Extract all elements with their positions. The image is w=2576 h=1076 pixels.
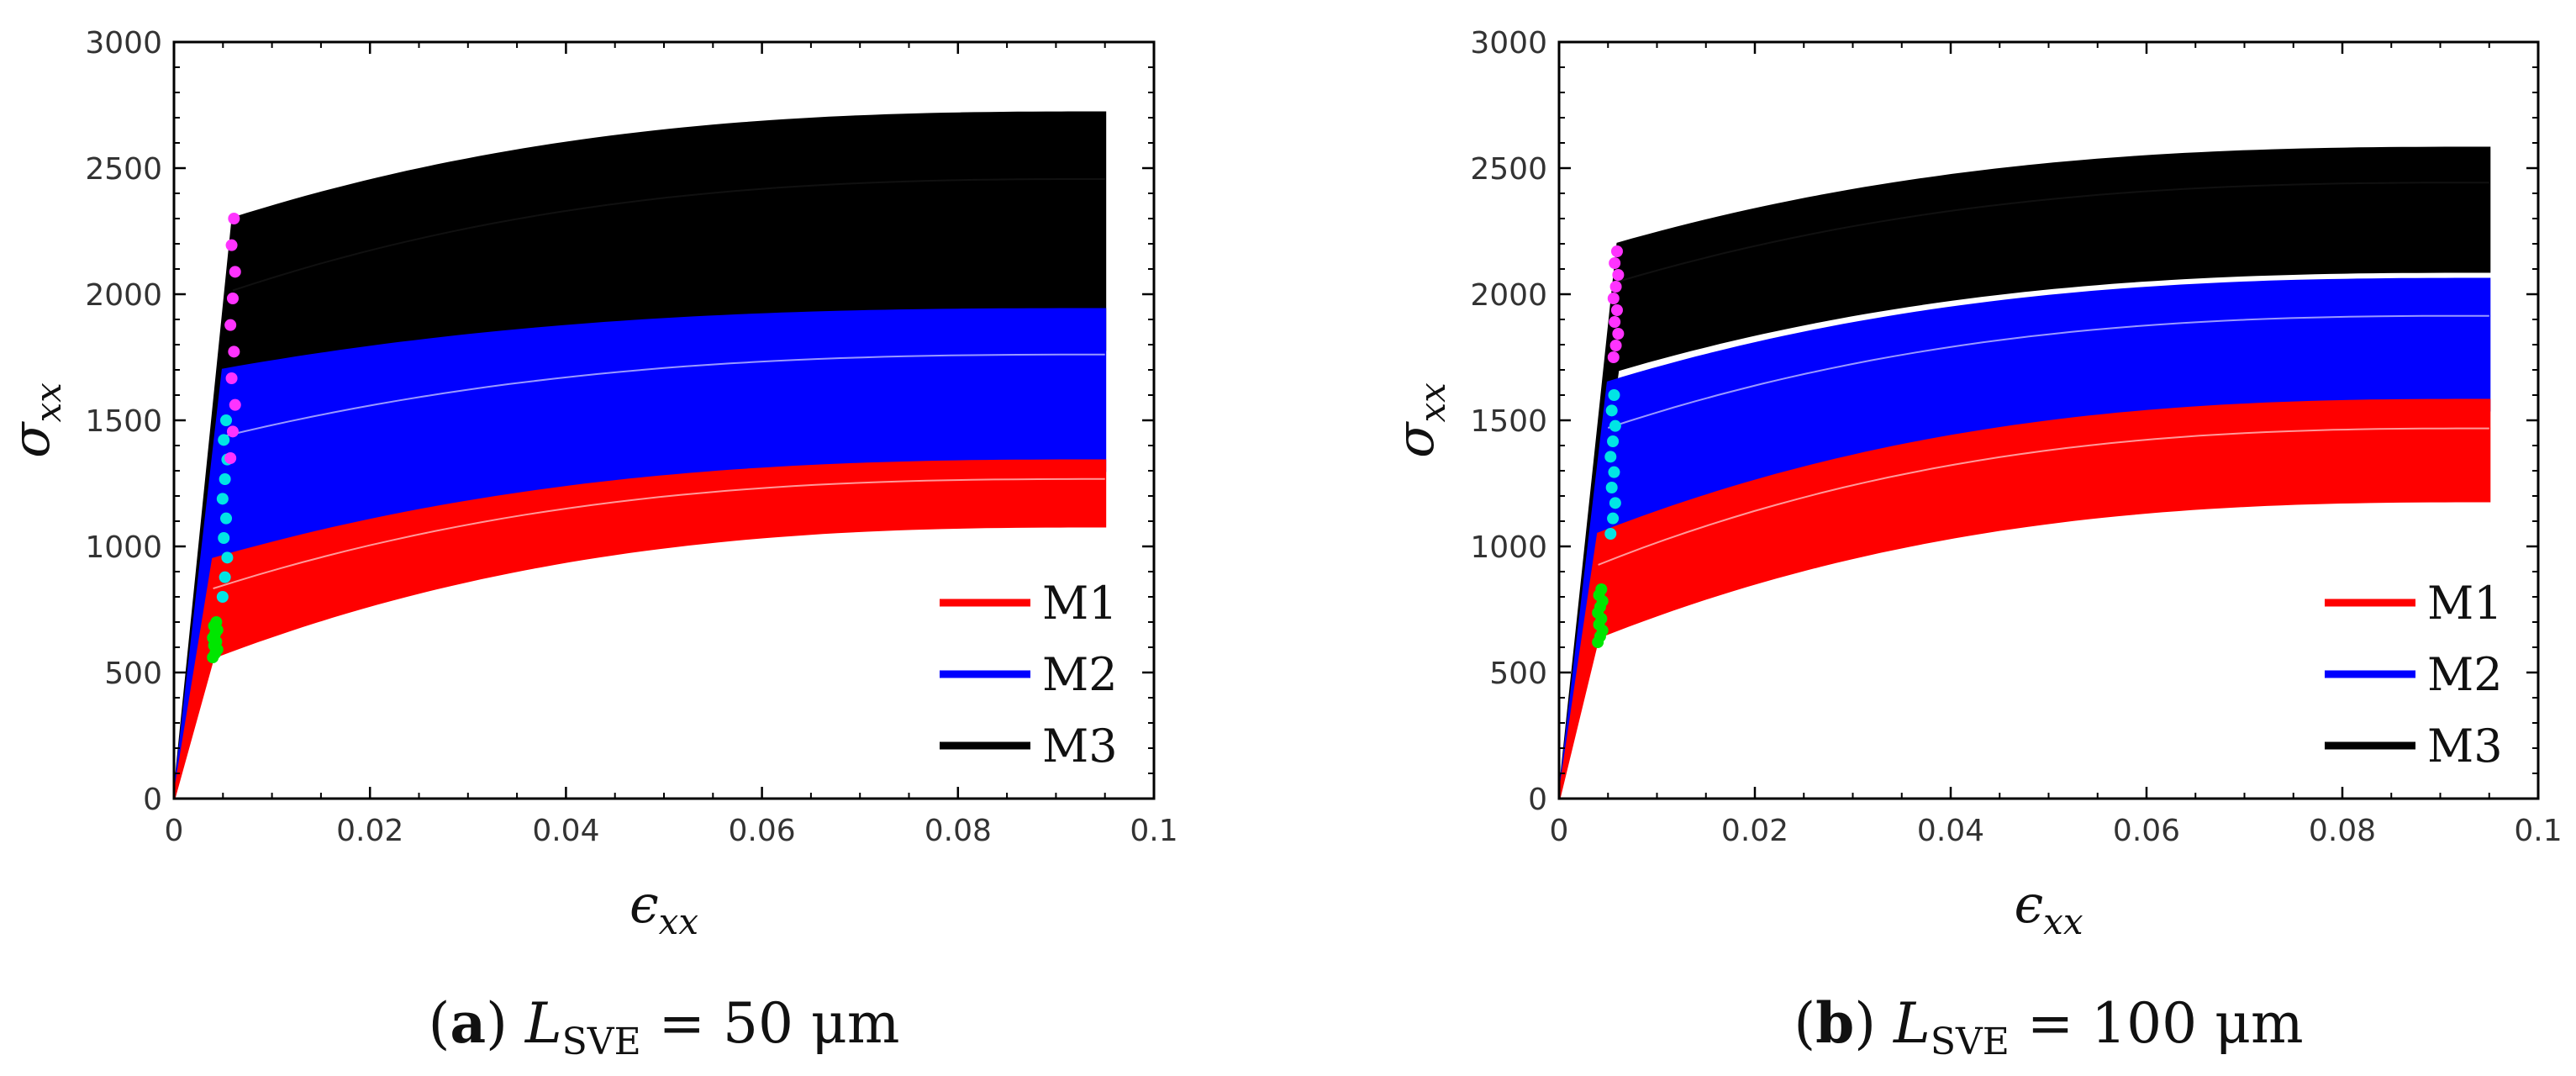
y-tick-label: 0: [1528, 783, 1547, 817]
x-tick-label: 0.1: [1130, 814, 1177, 848]
series-line-m3: [232, 178, 1105, 292]
yield-marker: [229, 266, 241, 278]
series-line-m3: [1617, 182, 2489, 282]
legend-label-m3: M3: [1042, 720, 1118, 773]
yield-marker: [1607, 512, 1620, 525]
x-tick-label: 0.08: [925, 814, 992, 848]
x-tick-label: 0: [165, 814, 184, 848]
y-tick-label: 2000: [1470, 278, 1547, 313]
panel-caption: (a) LSVE = 50 μm: [429, 990, 900, 1063]
x-tick-label: 0.02: [1721, 814, 1788, 848]
yield-marker: [1595, 583, 1608, 595]
yield-marker: [210, 616, 223, 628]
yield-marker: [1607, 435, 1620, 447]
yield-marker: [1604, 528, 1617, 540]
yield-marker: [224, 452, 237, 464]
yield-marker: [1609, 257, 1621, 269]
y-tick-label: 500: [1489, 657, 1547, 691]
series-band-m3: [1557, 146, 2491, 799]
yield-marker: [1608, 389, 1620, 401]
yield-marker: [1605, 482, 1618, 493]
y-tick-label: 2000: [85, 278, 162, 313]
y-tick-label: 1500: [1470, 404, 1547, 439]
yield-marker: [1609, 419, 1621, 432]
x-tick-label: 0.04: [1917, 814, 1984, 848]
panel-b: 0 0.02 0.04 0.06 0.08 0.1 0 500 1000 1500 2000 2500…: [1384, 26, 2563, 1063]
yield-marker: [225, 239, 238, 251]
yield-marker: [216, 591, 229, 603]
yield-marker: [1610, 304, 1623, 316]
x-tick-label: 0.08: [2309, 814, 2376, 848]
yield-marker: [225, 372, 238, 384]
yield-marker: [228, 345, 240, 358]
y-tick-label: 1000: [1470, 530, 1547, 565]
legend-label-m1: M1: [1042, 577, 1118, 630]
y-tick-label: 1000: [85, 530, 162, 565]
y-axis-label: σxx: [1384, 382, 1453, 458]
x-tick-label: 0.06: [729, 814, 796, 848]
x-tick-label: 0.06: [2113, 814, 2180, 848]
x-tick-label: 0.02: [336, 814, 403, 848]
y-tick-label: 1500: [85, 404, 162, 439]
legend-label-m2: M2: [1042, 648, 1118, 701]
legend-label-m3: M3: [2427, 720, 2503, 773]
yield-marker: [219, 473, 231, 485]
yield-marker: [220, 512, 233, 525]
y-tick-label: 0: [143, 783, 162, 817]
panel-caption: (b) LSVE = 100 μm: [1794, 990, 2303, 1063]
yield-marker: [1609, 281, 1622, 293]
y-tick-label: 500: [104, 657, 162, 691]
yield-marker: [218, 532, 230, 544]
legend-label-m2: M2: [2427, 648, 2503, 701]
yield-marker: [1610, 245, 1623, 257]
series-band-m1: [172, 459, 1107, 799]
yield-marker: [1612, 269, 1625, 281]
y-tick-label: 2500: [85, 152, 162, 187]
series-line-m2: [1607, 314, 2489, 429]
yield-marker: [1609, 497, 1621, 509]
series-line-m2: [223, 353, 1105, 438]
panel-a: 0 0.02 0.04 0.06 0.08 0.1 0 500 1000 1500 2000 2500…: [0, 26, 1178, 1063]
yield-marker: [1607, 293, 1620, 304]
x-axis-label: ϵxx: [2014, 873, 2083, 942]
yield-marker: [221, 551, 234, 564]
y-tick-label: 3000: [85, 26, 162, 61]
yield-marker: [1608, 466, 1620, 478]
yield-marker: [1612, 328, 1625, 340]
x-tick-label: 0: [1550, 814, 1569, 848]
yield-marker: [1605, 404, 1618, 417]
y-tick-label: 3000: [1470, 26, 1547, 61]
yield-marker: [1604, 451, 1617, 463]
x-axis-label: ϵxx: [630, 873, 698, 942]
yield-marker: [229, 398, 241, 411]
yield-marker: [1609, 340, 1622, 351]
series-band-m1: [1557, 398, 2491, 799]
legend-label-m1: M1: [2427, 577, 2503, 630]
y-axis-label: σxx: [0, 382, 69, 458]
yield-marker: [216, 493, 229, 505]
series-line-m1: [1598, 427, 2489, 566]
yield-marker: [220, 414, 233, 426]
y-tick-label: 2500: [1470, 152, 1547, 187]
x-tick-label: 0.1: [2514, 814, 2562, 848]
yield-marker: [228, 213, 240, 224]
yield-marker: [219, 571, 231, 583]
x-tick-label: 0.04: [532, 814, 599, 848]
yield-marker: [218, 434, 230, 446]
yield-marker: [1609, 316, 1621, 328]
series-line-m1: [213, 477, 1105, 590]
yield-marker: [226, 425, 239, 438]
yield-marker: [1607, 351, 1620, 363]
yield-marker: [224, 319, 237, 331]
yield-marker: [226, 293, 239, 304]
